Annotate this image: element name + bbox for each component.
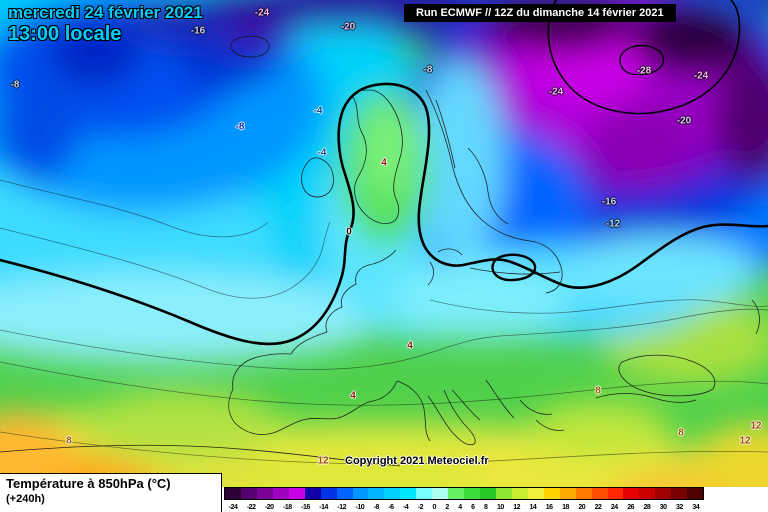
colorbar-cell bbox=[671, 488, 688, 499]
colorbar-value-label: -18 bbox=[283, 504, 292, 511]
colorbar-cell bbox=[256, 488, 273, 499]
colorbar-value-label: -6 bbox=[388, 504, 394, 511]
colorbar-cell bbox=[607, 488, 624, 499]
model-run-info: Run ECMWF // 12Z du dimanche 14 février … bbox=[404, 4, 676, 22]
colorbar-value-label: 16 bbox=[545, 504, 553, 511]
colorbar-value-label: 2 bbox=[445, 504, 449, 511]
date-block: mercredi 24 février 2021 13:00 locale bbox=[8, 3, 203, 46]
colorbar-value-label: -22 bbox=[246, 504, 256, 511]
colorbar-cell bbox=[464, 488, 480, 499]
colorbar-value-label: 28 bbox=[643, 504, 651, 511]
colorbar-value-label: 6 bbox=[471, 504, 475, 511]
colorbar-value-label: 20 bbox=[578, 504, 586, 511]
legend-title-box: Température à 850hPa (°C) (+240h) bbox=[0, 473, 222, 512]
colorbar-cell bbox=[527, 488, 544, 499]
colorbar-cell bbox=[543, 488, 560, 499]
colorbar-cell bbox=[575, 488, 592, 499]
colorbar-value-label: 4 bbox=[458, 504, 462, 511]
colorbar-value-label: -4 bbox=[403, 504, 409, 511]
colorbar-value-label: 22 bbox=[594, 504, 602, 511]
colorbar-cell bbox=[511, 488, 528, 499]
colorbar-value-label: -2 bbox=[417, 504, 424, 511]
colorbar-value-label: 24 bbox=[610, 504, 618, 511]
colorbar-cell bbox=[432, 488, 449, 499]
colorbar-cell bbox=[384, 488, 401, 499]
colorbar-value-label: -10 bbox=[355, 504, 365, 511]
forecast-step: (+240h) bbox=[6, 493, 45, 505]
colorbar-cell bbox=[240, 488, 257, 499]
colorbar-cell bbox=[495, 488, 512, 499]
colorbar-cell bbox=[591, 488, 608, 499]
colorbar-value-label: 14 bbox=[529, 504, 537, 511]
colorbar-cell bbox=[352, 488, 369, 499]
colorbar-value-label: -12 bbox=[337, 504, 347, 511]
colorbar-cell bbox=[687, 488, 704, 499]
colorbar-cell bbox=[639, 488, 656, 499]
colorbar-cell bbox=[416, 488, 433, 499]
temperature-colorbar bbox=[224, 487, 704, 500]
colorbar-cell bbox=[288, 488, 305, 499]
colorbar-cell bbox=[336, 488, 353, 499]
colorbar-cell bbox=[559, 488, 576, 499]
colorbar-value-label: 32 bbox=[676, 504, 683, 511]
colorbar-value-label: 34 bbox=[692, 504, 700, 511]
colorbar-cell bbox=[480, 488, 496, 499]
colorbar-value-label: -14 bbox=[319, 504, 328, 511]
colorbar-cell bbox=[304, 488, 321, 499]
colorbar-value-label: 12 bbox=[513, 504, 521, 511]
colorbar-cell bbox=[655, 488, 672, 499]
colorbar-value-label: -16 bbox=[301, 504, 310, 511]
colorbar-value-label: 0 bbox=[432, 504, 436, 511]
copyright-text: Copyright 2021 Meteociel.fr bbox=[345, 455, 489, 467]
colorbar-value-label: 18 bbox=[562, 504, 569, 511]
forecast-date: mercredi 24 février 2021 bbox=[8, 3, 203, 22]
colorbar-cell bbox=[225, 488, 241, 499]
colorbar-value-label: 8 bbox=[484, 504, 488, 511]
colorbar-value-label: -24 bbox=[228, 504, 238, 511]
colorbar-cell bbox=[368, 488, 385, 499]
colorbar-value-label: 30 bbox=[659, 504, 667, 511]
colorbar-value-label: -20 bbox=[264, 504, 274, 511]
colorbar-cell bbox=[400, 488, 417, 499]
colorbar-cell bbox=[448, 488, 465, 499]
forecast-time: 13:00 locale bbox=[8, 22, 122, 45]
colorbar-value-label: 10 bbox=[496, 504, 504, 511]
colorbar-cell bbox=[272, 488, 289, 499]
colorbar-value-label: 26 bbox=[627, 504, 634, 511]
colorbar-cell bbox=[320, 488, 337, 499]
colorbar-value-label: -8 bbox=[373, 504, 380, 511]
legend-title: Température à 850hPa (°C) bbox=[6, 476, 171, 491]
colorbar-labels: -24 -22 -20 -18 -16 -14 -12 -10 -8 -6 -4 -2 0 2 4 6 8 10 1… bbox=[224, 504, 704, 511]
colorbar-cell bbox=[623, 488, 640, 499]
